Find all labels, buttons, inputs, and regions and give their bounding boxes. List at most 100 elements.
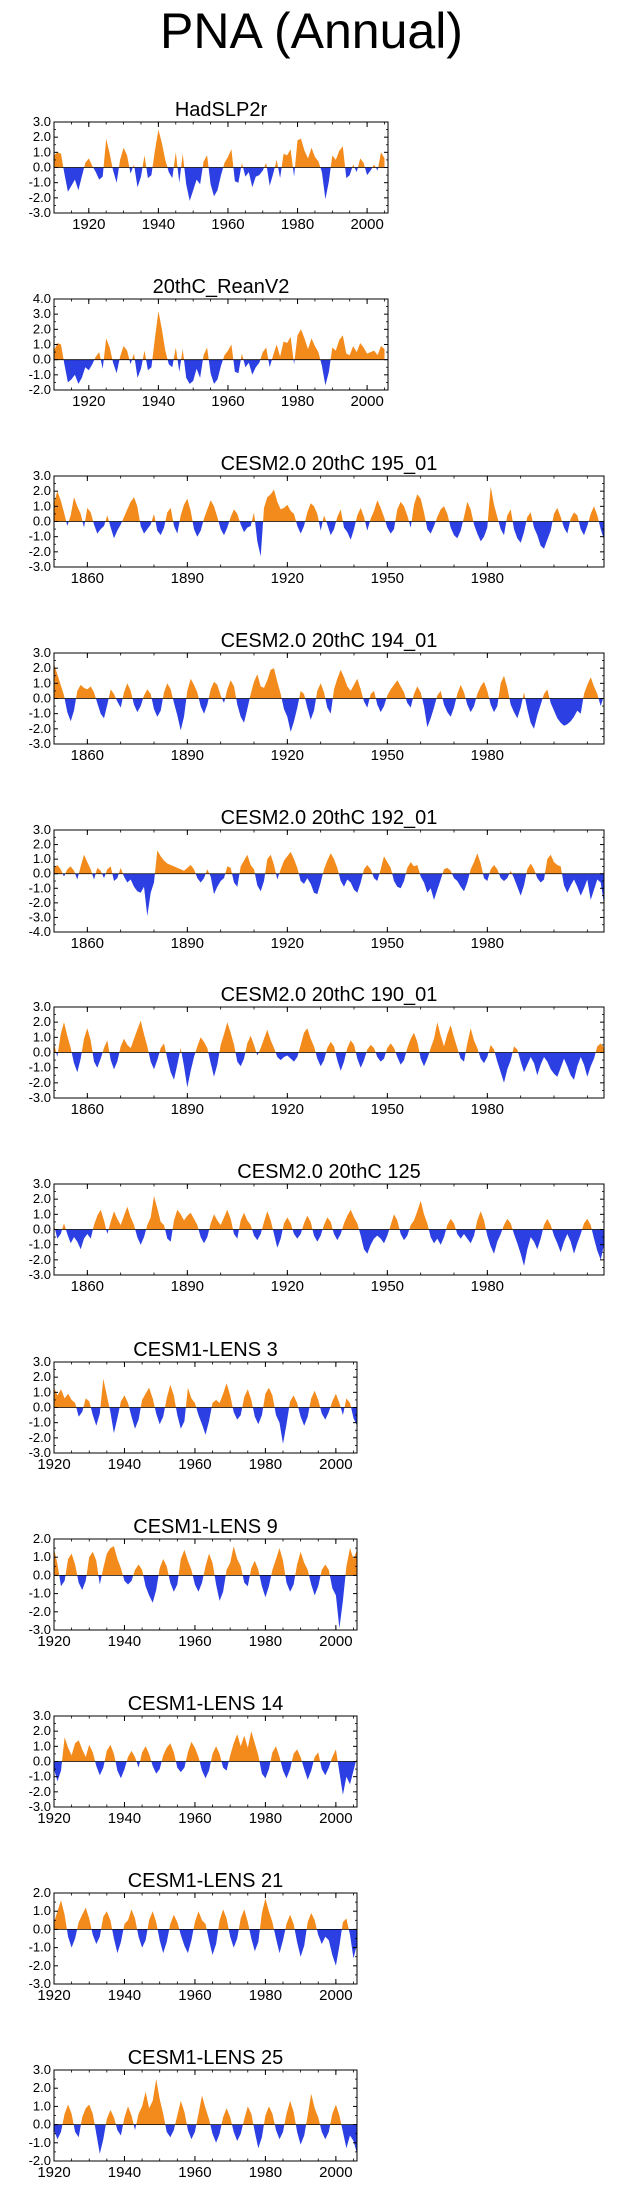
y-tick-label: -2.0	[29, 1604, 51, 1619]
x-tick-label: 1920	[37, 2164, 70, 2181]
main-title: PNA (Annual)	[160, 3, 463, 59]
x-tick-label: 1980	[249, 1810, 282, 1827]
x-tick-label: 1980	[471, 935, 504, 952]
x-tick-label: 1950	[371, 1101, 404, 1118]
x-tick-label: 1960	[178, 2164, 211, 2181]
negative-area	[54, 1052, 604, 1088]
y-tick-label: 2.0	[33, 1885, 51, 1900]
y-tick-label: 2.0	[33, 660, 51, 675]
negative-area	[66, 1929, 357, 1966]
y-tick-label: 3.0	[33, 822, 51, 837]
x-tick-label: 1940	[142, 393, 175, 410]
y-tick-label: 1.0	[33, 1903, 51, 1918]
x-tick-label: 1980	[249, 1633, 282, 1650]
y-tick-label: 3.0	[33, 1708, 51, 1723]
y-tick-label: -3.0	[29, 1976, 51, 1991]
y-tick-label: 3.0	[33, 306, 51, 321]
x-tick-label: 1920	[37, 1633, 70, 1650]
y-tick-label: -4.0	[29, 924, 51, 939]
y-tick-label: -2.0	[29, 1252, 51, 1267]
panel-title: CESM2.0 20thC 190_01	[221, 984, 438, 1006]
x-tick-label: 1950	[371, 570, 404, 587]
y-tick-label: -1.0	[29, 367, 51, 382]
y-tick-label: -1.0	[29, 1769, 51, 1784]
x-tick-label: 1860	[71, 570, 104, 587]
x-tick-label: 1890	[171, 1101, 204, 1118]
y-tick-label: -1.0	[29, 1940, 51, 1955]
x-tick-label: 1920	[271, 1101, 304, 1118]
y-tick-label: -3.0	[29, 205, 51, 220]
y-tick-label: 1.0	[33, 851, 51, 866]
positive-area	[54, 1196, 604, 1230]
y-tick-label: -2.0	[29, 544, 51, 559]
y-tick-label: 0.0	[33, 1400, 51, 1415]
y-tick-label: -3.0	[29, 1090, 51, 1105]
positive-area	[62, 2079, 342, 2125]
x-tick-label: 1940	[108, 1810, 141, 1827]
y-tick-label: 3.0	[33, 645, 51, 660]
positive-area	[54, 1546, 357, 1576]
y-tick-label: 0.0	[33, 514, 51, 529]
y-tick-label: -1.0	[29, 880, 51, 895]
panel-6: CESM2.0 20thC 190_01 3.02.01.00.0-1.0-2.0…	[29, 984, 605, 1118]
x-tick-label: 1980	[471, 1101, 504, 1118]
y-tick-label: -1.0	[29, 1237, 51, 1252]
positive-area	[54, 850, 604, 874]
y-tick-label: -2.0	[29, 895, 51, 910]
y-tick-label: -3.0	[29, 1799, 51, 1814]
panel-3: CESM2.0 20thC 195_01 3.02.01.00.0-1.0-2.0…	[29, 453, 605, 587]
y-tick-label: 1.0	[33, 1029, 51, 1044]
y-tick-label: 2.0	[33, 1014, 51, 1029]
x-tick-label: 1860	[71, 1101, 104, 1118]
positive-area	[54, 1378, 357, 1408]
panel-title: CESM2.0 20thC 192_01	[221, 807, 438, 829]
panel-title: CESM1-LENS 9	[133, 1516, 278, 1538]
y-tick-label: 3.0	[33, 1354, 51, 1369]
panel-2: 20thC_ReanV2 4.03.02.01.00.0-1.0-2.0 1920 1…	[29, 276, 389, 410]
negative-area	[54, 521, 604, 557]
panel-7: CESM2.0 20thC 125 3.02.01.00.0-1.0-2.0-3.…	[29, 1161, 605, 1295]
y-tick-label: 3.0	[33, 468, 51, 483]
y-tick-label: 1.0	[33, 337, 51, 352]
panel-title: 20thC_ReanV2	[153, 276, 290, 298]
y-tick-label: 2.0	[33, 483, 51, 498]
y-tick-label: -2.0	[29, 2153, 51, 2168]
y-tick-label: 4.0	[33, 291, 51, 306]
x-tick-label: 1980	[471, 747, 504, 764]
y-tick-label: -2.0	[29, 1958, 51, 1973]
x-tick-label: 1980	[249, 1987, 282, 2004]
x-tick-label: 1920	[72, 393, 105, 410]
positive-area	[54, 1731, 357, 1762]
y-tick-label: 1.0	[33, 2098, 51, 2113]
y-tick-label: -3.0	[29, 1267, 51, 1282]
x-tick-label: 1960	[178, 1810, 211, 1827]
x-tick-label: 1860	[71, 1278, 104, 1295]
y-tick-label: -1.0	[29, 175, 51, 190]
y-tick-label: 2.0	[33, 1723, 51, 1738]
x-tick-label: 1940	[108, 1633, 141, 1650]
negative-area	[54, 1761, 357, 1795]
positive-area	[54, 311, 385, 360]
x-tick-label: 1920	[271, 747, 304, 764]
x-tick-label: 1960	[211, 216, 244, 233]
panel-4: CESM2.0 20thC 194_01 3.02.01.00.0-1.0-2.0…	[29, 630, 605, 764]
x-tick-label: 1940	[142, 216, 175, 233]
x-tick-label: 1940	[108, 1987, 141, 2004]
panel-8: CESM1-LENS 3 3.02.01.00.0-1.0-2.0-3.01920…	[29, 1339, 358, 1473]
y-tick-label: -3.0	[29, 909, 51, 924]
x-tick-label: 1960	[211, 393, 244, 410]
positive-area	[54, 663, 604, 699]
x-tick-label: 2000	[319, 1456, 352, 1473]
y-tick-label: 2.0	[33, 321, 51, 336]
y-tick-label: 2.0	[33, 1531, 51, 1546]
x-tick-label: 1960	[178, 1633, 211, 1650]
y-tick-label: -1.0	[29, 529, 51, 544]
y-tick-label: 1.0	[33, 1384, 51, 1399]
panel-title: CESM1-LENS 3	[133, 1339, 278, 1361]
x-tick-label: 1920	[271, 570, 304, 587]
y-tick-label: 1.0	[33, 1738, 51, 1753]
x-tick-label: 2000	[319, 1810, 352, 1827]
